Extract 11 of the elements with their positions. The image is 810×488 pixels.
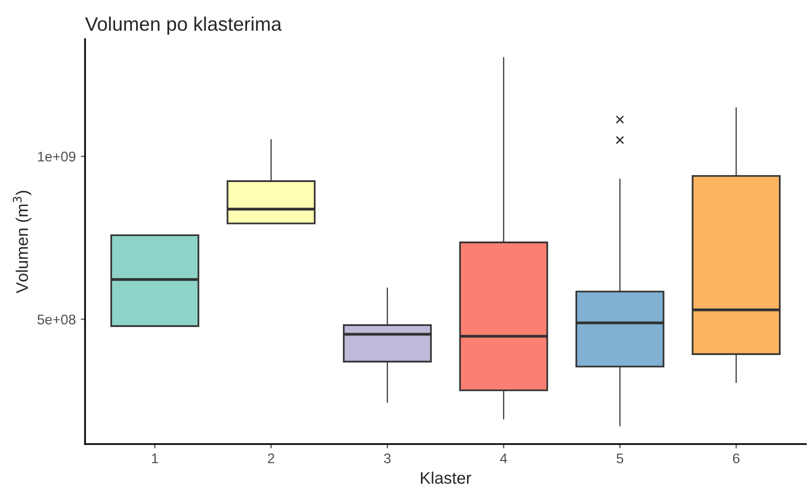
x-tick-label: 6 (733, 453, 740, 464)
x-tick-label: 4 (500, 454, 508, 464)
x-tick-label: 2 (268, 453, 274, 464)
y-tick-label: 1e+09 (38, 152, 76, 162)
y-tick-label: 5e+08 (38, 314, 76, 324)
x-axis-title: Klaster (420, 472, 472, 484)
chart-title: Volumen po klasterima (85, 16, 282, 35)
x-tick-label: 3 (384, 453, 391, 464)
x-tick-label: 5 (616, 454, 624, 464)
y-axis-title: Volumen (m$^{3}$) (12, 190, 32, 294)
x-tick-label: 1 (152, 454, 158, 464)
